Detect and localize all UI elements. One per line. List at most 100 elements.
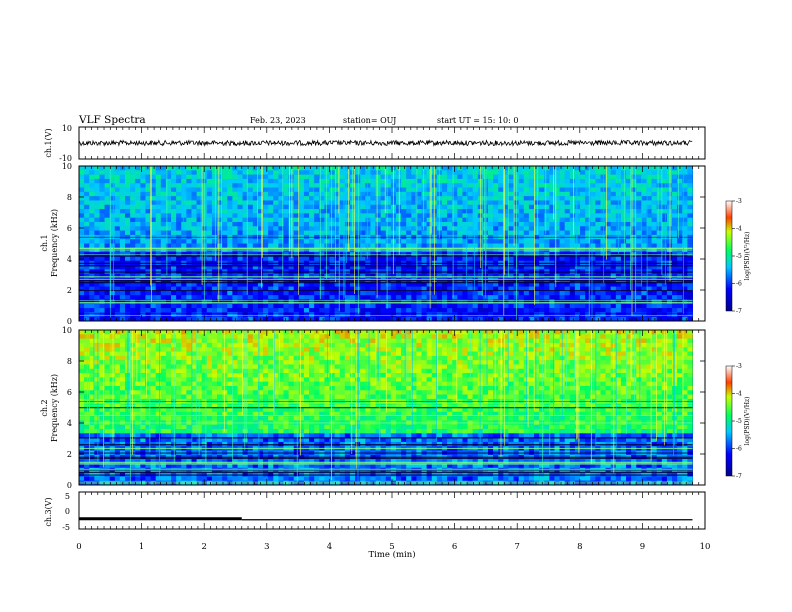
heatmap-cell	[242, 342, 248, 348]
heatmap-cell	[431, 312, 438, 317]
heatmap-cell	[600, 221, 606, 227]
heatmap-cell	[283, 342, 289, 348]
heatmap-cell	[426, 338, 433, 344]
heatmap-cell	[574, 178, 581, 184]
heatmap-cell	[344, 312, 351, 317]
heatmap-cell	[677, 295, 683, 300]
heatmap-cell	[329, 166, 335, 171]
heatmap-cell	[334, 204, 341, 210]
heatmap-cell	[472, 178, 479, 184]
heatmap-cell	[89, 187, 95, 193]
heatmap-cell	[462, 265, 468, 270]
heatmap-cell	[155, 338, 162, 344]
heatmap-cell	[165, 342, 172, 348]
heatmap-cell	[140, 239, 146, 244]
heatmap-cell	[104, 174, 110, 180]
heatmap-cell	[426, 183, 433, 188]
heatmap-cell	[559, 303, 565, 309]
heatmap-cell	[631, 290, 637, 296]
heatmap-cell	[462, 213, 468, 218]
heatmap-cell	[114, 299, 121, 305]
heatmap-cell	[375, 286, 381, 292]
colorbar-tick-label: -4	[736, 226, 742, 233]
heatmap-cell	[268, 330, 274, 335]
heatmap-cell	[661, 191, 668, 197]
heatmap-cell	[441, 213, 448, 218]
heatmap-cell	[237, 286, 243, 292]
heatmap-cell	[293, 191, 300, 197]
heatmap-cell	[631, 204, 637, 210]
heatmap-cell	[94, 312, 100, 317]
heatmap-cell	[150, 347, 156, 352]
heatmap-cell	[365, 265, 371, 270]
heatmap-cell	[666, 316, 673, 322]
heatmap-cell	[503, 226, 509, 231]
heatmap-cell	[467, 226, 473, 231]
heatmap-cell	[314, 204, 320, 210]
heatmap-cell	[186, 178, 192, 184]
heatmap-cell	[487, 196, 494, 201]
heatmap-cell	[534, 334, 540, 339]
heatmap-cell	[273, 308, 279, 313]
heatmap-cell	[646, 209, 652, 214]
heatmap-cell	[656, 226, 663, 231]
heatmap-cell	[125, 316, 131, 322]
heatmap-cell	[416, 338, 422, 344]
heatmap-cell	[222, 290, 228, 296]
heatmap-cell	[487, 299, 494, 305]
heatmap-cell	[600, 200, 606, 206]
heatmap-cell	[559, 178, 565, 184]
heatmap-cell	[380, 342, 387, 348]
heatmap-cell	[227, 196, 233, 201]
heatmap-cell	[656, 243, 663, 249]
heatmap-cell	[641, 286, 647, 292]
heatmap-cell	[150, 256, 156, 262]
heatmap-cell	[431, 342, 438, 348]
heatmap-cell	[222, 330, 228, 335]
heatmap-cell	[268, 334, 274, 339]
heatmap-cell	[227, 312, 233, 317]
heatmap-cell	[247, 174, 254, 180]
heatmap-cell	[518, 256, 525, 262]
heatmap-cell	[89, 204, 95, 210]
heatmap-cell	[508, 243, 514, 249]
heatmap-cell	[298, 334, 305, 339]
heatmap-cell	[426, 312, 433, 317]
heatmap-cell	[191, 312, 197, 317]
heatmap-cell	[84, 273, 90, 279]
heatmap-cell	[227, 265, 233, 270]
heatmap-cell	[615, 295, 622, 300]
heatmap-cell	[605, 221, 611, 227]
heatmap-cell	[493, 342, 499, 348]
heatmap-cell	[114, 217, 121, 223]
heatmap-cell	[94, 290, 100, 296]
heatmap-cell	[493, 303, 499, 309]
heatmap-cell	[344, 230, 351, 236]
heatmap-cell	[457, 217, 463, 223]
heatmap-cell	[564, 282, 571, 287]
heatmap-cell	[523, 191, 530, 197]
heatmap-cell	[385, 178, 392, 184]
heatmap-cell	[114, 166, 121, 171]
heatmap-cell	[436, 230, 443, 236]
heatmap-cell	[89, 334, 95, 339]
heatmap-cell	[365, 338, 371, 344]
heatmap-cell	[421, 221, 427, 227]
heatmap-cell	[574, 183, 581, 188]
heatmap-cell	[554, 282, 560, 287]
heatmap-cell	[349, 338, 356, 344]
heatmap-cell	[687, 295, 693, 300]
heatmap-cell	[125, 243, 131, 249]
heatmap-cell	[508, 213, 514, 218]
heatmap-cell	[160, 183, 167, 188]
heatmap-cell	[385, 204, 392, 210]
heatmap-cell	[467, 200, 473, 206]
heatmap-cell	[544, 303, 550, 309]
heatmap-cell	[104, 334, 110, 339]
heatmap-cell	[217, 217, 223, 223]
heatmap-cell	[666, 265, 673, 270]
heatmap-cell	[580, 226, 586, 231]
heatmap-cell	[273, 191, 279, 197]
heatmap-cell	[211, 338, 218, 344]
heatmap-cell	[355, 312, 361, 317]
